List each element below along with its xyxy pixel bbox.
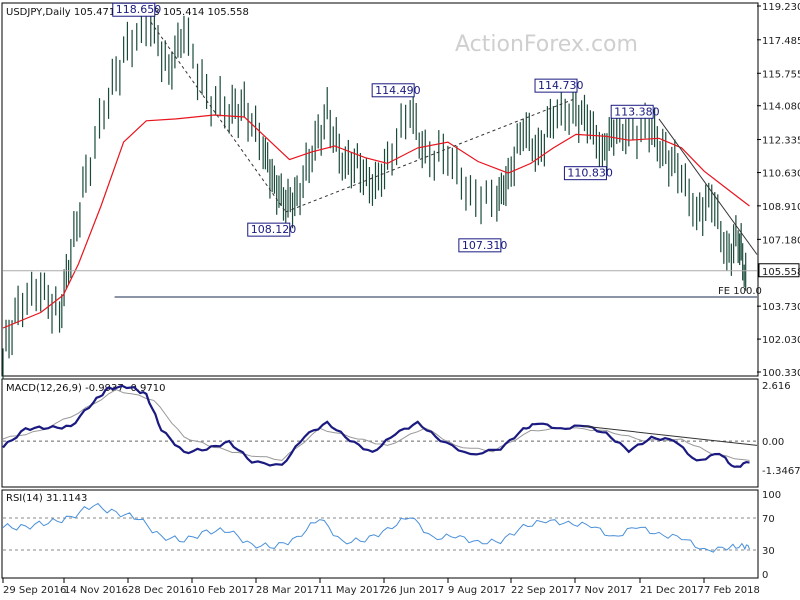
macd-y-tick-label: 0.00: [762, 437, 784, 448]
annotation-label: 108.120: [251, 223, 297, 236]
rsi-layer: [2, 502, 757, 553]
price-annotation: 114.730: [534, 78, 584, 93]
x-tick-label: 29 Sep 2016: [3, 585, 66, 596]
price-y-tick-label: 112.335: [762, 136, 800, 147]
macd-y-tick-label: -1.3467: [762, 466, 800, 477]
price-annotation: 113.380: [610, 104, 660, 119]
annotation-box: [563, 166, 607, 181]
annotation-box: [458, 238, 502, 253]
annotation-label: 114.730: [538, 79, 584, 92]
rsi-title: RSI(14) 31.1143: [6, 493, 87, 504]
price-y-tick-label: 108.910: [762, 202, 800, 213]
x-tick-label: 10 Feb 2017: [192, 585, 254, 596]
price-y-tick-label: 117.485: [762, 36, 800, 47]
rsi-y-tick-label: 0: [762, 570, 768, 581]
watermark: ActionForex.com: [455, 32, 638, 57]
price-y-tick-label: 103.730: [762, 302, 800, 313]
x-tick-label: 9 Aug 2017: [448, 585, 506, 596]
price-trendline: [658, 118, 758, 255]
fe-level-label: FE 100.0: [718, 286, 762, 297]
x-tick-label: 7 Nov 2017: [575, 585, 633, 596]
price-y-tick-label: 119.230: [762, 2, 800, 13]
macd-panel-frame: [1, 378, 759, 488]
price-annotation: 114.490: [371, 83, 421, 98]
sma-line: [2, 114, 750, 329]
price-y-tick-label: 102.030: [762, 335, 800, 346]
annotation-label: 114.490: [375, 84, 421, 97]
macd-trendline: [583, 425, 758, 446]
price-layer: FE 100.0 118.650 108.120 114.490 107.310 114.…: [2, 2, 762, 380]
annotation-box: [247, 222, 291, 237]
annotation-label: 110.830: [567, 167, 613, 180]
rsi-panel-frame: [1, 489, 759, 579]
x-tick-label: 28 Mar 2017: [256, 585, 319, 596]
price-annotation: 118.650: [112, 2, 162, 17]
price-y-tick-label: 107.180: [762, 235, 800, 246]
rsi-y-tick-label: 70: [762, 514, 775, 525]
x-tick-label: 26 Jun 2017: [384, 585, 444, 596]
price-y-tick-label: 115.755: [762, 69, 800, 80]
x-tick-label: 14 Nov 2016: [64, 585, 128, 596]
annotation-label: 107.310: [462, 239, 508, 252]
x-tick-label: 7 Feb 2018: [704, 585, 760, 596]
annotation-box: [112, 2, 156, 17]
annotation-box: [610, 104, 654, 119]
price-annotation: 107.310: [458, 238, 508, 253]
annotation-label: 113.380: [614, 105, 660, 118]
price-y-tick-label: 114.080: [762, 102, 800, 113]
rsi-y-tick-label: 30: [762, 546, 775, 557]
macd-layer: [2, 384, 758, 468]
price-annotation: 108.120: [247, 222, 297, 237]
price-y-tick-label: 110.630: [762, 169, 800, 180]
price-trendline: [150, 21, 287, 213]
annotation-box: [534, 78, 578, 93]
last-price-tag: [758, 263, 800, 278]
x-tick-label: 11 May 2017: [320, 585, 385, 596]
x-tick-label: 28 Dec 2016: [128, 585, 192, 596]
price-bars: [2, 6, 747, 380]
rsi-line: [2, 502, 750, 553]
x-tick-label: 22 Sep 2017: [511, 585, 574, 596]
annotation-label: 118.650: [116, 3, 162, 16]
x-tick-label: 21 Dec 2017: [640, 585, 704, 596]
price-y-tick-label: 100.330: [762, 368, 800, 379]
macd-line: [2, 384, 750, 468]
price-panel-frame: [1, 2, 759, 377]
price-y-tick-label: 105.558: [762, 267, 800, 278]
annotation-box: [371, 83, 415, 98]
macd-signal-line: [2, 389, 750, 461]
macd-title: MACD(12,26,9) -0.9937 -0.9710: [6, 383, 166, 394]
macd-y-tick-label: 2.616: [762, 381, 791, 392]
rsi-y-tick-label: 100: [762, 490, 781, 501]
price-annotation: 110.830: [563, 166, 613, 181]
